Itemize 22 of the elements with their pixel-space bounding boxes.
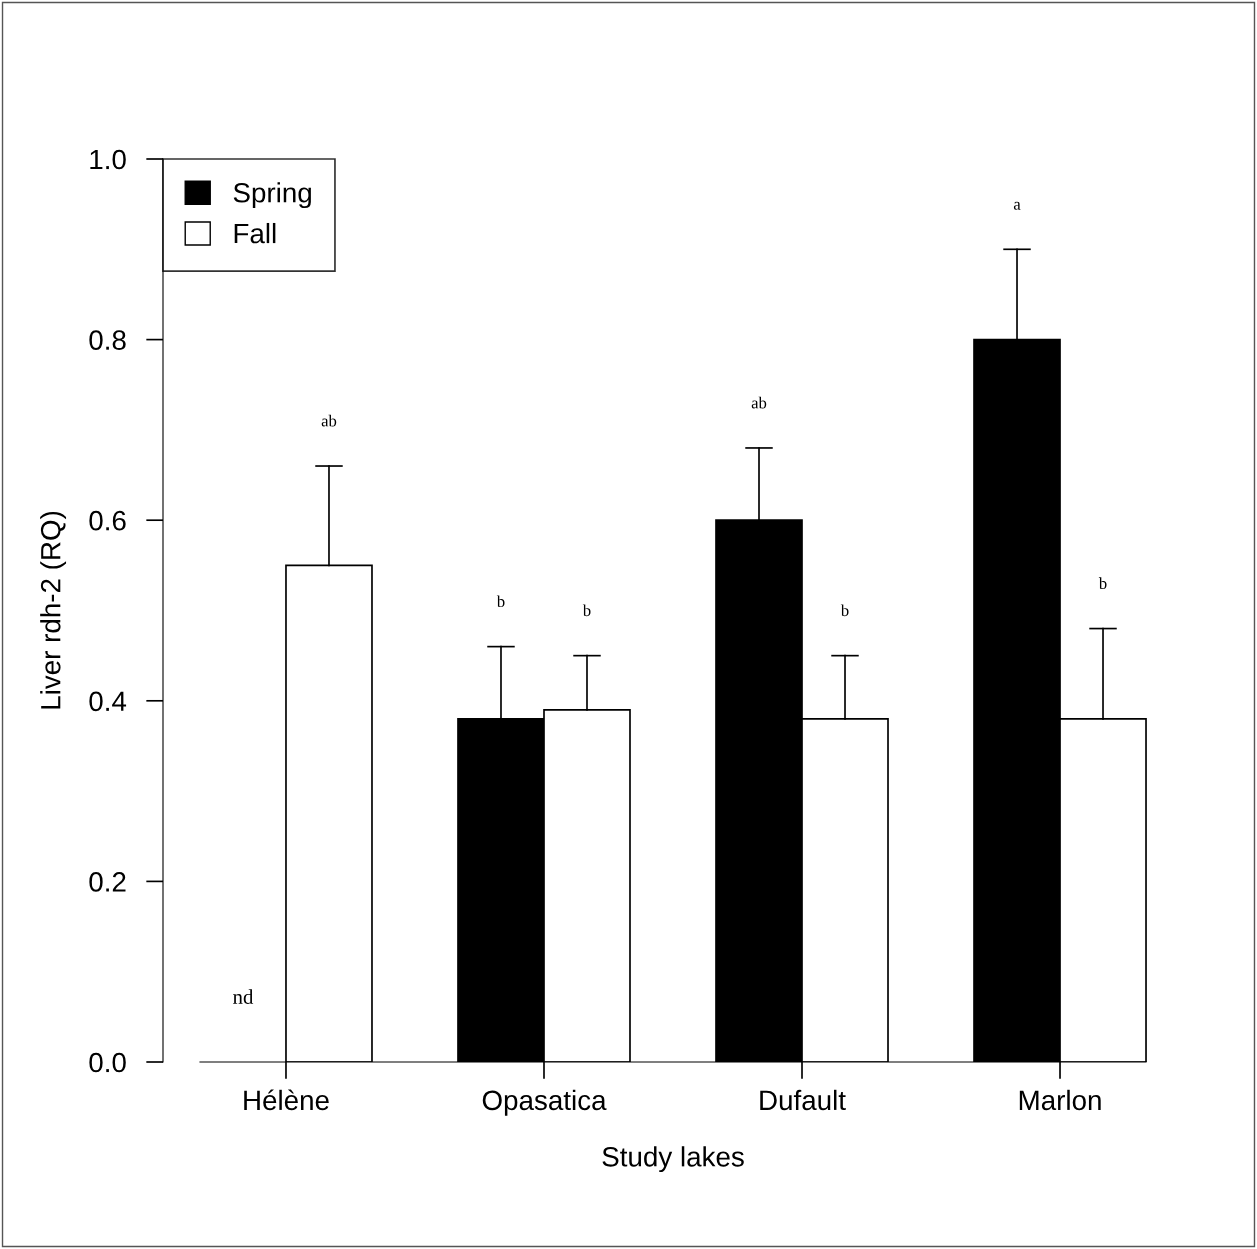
annotation: a <box>1013 201 1021 210</box>
annotation: b <box>840 604 849 617</box>
y-tick-label: 0.6 <box>89 510 126 531</box>
annotation: nd <box>233 989 254 1004</box>
legend-label: Spring <box>233 182 311 209</box>
y-tick-label: 0.8 <box>89 330 126 350</box>
x-tick-label: Opasatica <box>482 1089 607 1116</box>
x-tick-label: Hélène <box>244 1089 329 1111</box>
annotation: ab <box>751 396 767 409</box>
x-tick-label: Marlon <box>1019 1089 1101 1111</box>
annotation: b <box>1098 577 1107 590</box>
legend-label: Fall <box>234 222 276 244</box>
annotation: b <box>496 595 505 608</box>
annotation: b <box>582 604 591 617</box>
y-tick-label: 1.0 <box>90 149 126 170</box>
y-axis-title: Liver rdh-2 (RQ) <box>40 511 67 709</box>
y-tick-label: 0.4 <box>89 691 127 712</box>
x-axis-title: Study lakes <box>602 1146 744 1173</box>
x-tick-label: Dufault <box>760 1089 846 1111</box>
annotation: ab <box>321 414 337 427</box>
y-tick-label: 0.0 <box>89 1052 126 1073</box>
y-tick-label: 0.2 <box>89 872 126 892</box>
